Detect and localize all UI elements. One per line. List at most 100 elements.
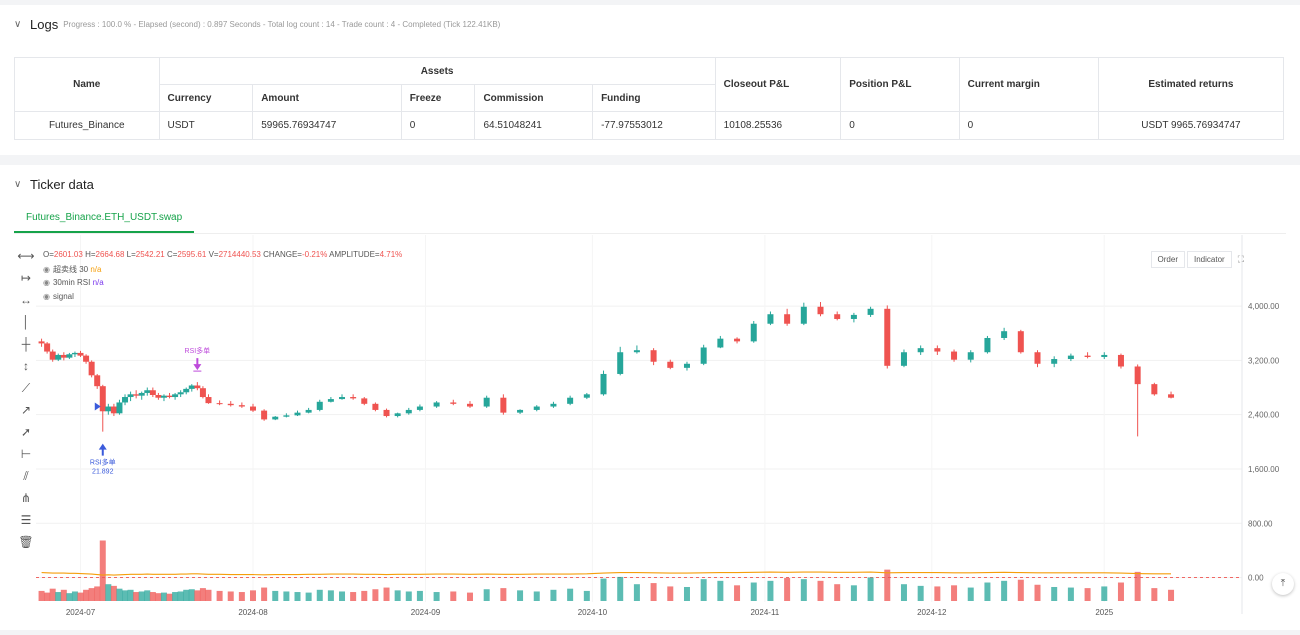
legend-signal[interactable]: ◉ signal — [43, 292, 74, 301]
candle-body — [122, 397, 129, 403]
volume-bar — [249, 590, 256, 601]
volume-bar — [38, 590, 45, 601]
candle-body — [834, 314, 841, 319]
candle-body — [483, 397, 490, 407]
volume-bar — [1034, 584, 1041, 601]
price-range-icon[interactable]: ⊢ — [20, 447, 32, 461]
trash-icon[interactable]: 🗑 — [18, 535, 34, 549]
volume-bar — [683, 586, 690, 601]
ticker-title: Ticker data — [30, 177, 94, 192]
volume-bar — [800, 579, 807, 601]
candle-body — [867, 308, 874, 315]
order-button[interactable]: Order — [1150, 251, 1185, 268]
ohlc-readout: O=2601.03 H=2664.68 L=2542.21 C=2595.61 … — [43, 250, 402, 259]
candle-body — [188, 385, 195, 389]
v-label: V= — [208, 250, 219, 259]
ticker-header[interactable]: ∨ Ticker data — [14, 177, 94, 192]
candle-body — [1001, 331, 1008, 338]
horizontal-line-icon[interactable]: ⟷ — [17, 249, 35, 263]
candle-body — [550, 403, 557, 407]
candle-body — [339, 397, 346, 400]
buy-arrow-icon — [98, 443, 107, 456]
volume-bar — [99, 540, 106, 601]
candle-body — [71, 352, 78, 355]
o-label: O= — [43, 250, 54, 259]
candle-body — [55, 354, 62, 360]
volume-bar — [700, 579, 707, 601]
volume-bar — [350, 592, 357, 601]
candle-body — [238, 405, 245, 407]
candle-body — [1151, 384, 1158, 395]
candle-body — [951, 351, 958, 360]
x-tick-label: 2024-12 — [917, 608, 947, 617]
volume-bar — [227, 591, 234, 601]
candle-body — [183, 388, 190, 393]
candle-body — [116, 402, 123, 414]
candle-body — [283, 415, 290, 417]
volume-bar — [216, 590, 223, 601]
candle-body — [155, 394, 162, 398]
eye-icon[interactable]: ◉ — [43, 265, 50, 274]
col-freeze: Freeze — [400, 84, 476, 112]
volume-bar — [1084, 588, 1091, 601]
eye-icon[interactable]: ◉ — [43, 292, 50, 301]
pitchfork-icon[interactable]: ⋔ — [20, 491, 32, 505]
volume-bar — [667, 586, 674, 601]
candle-body — [305, 409, 312, 413]
c-label: C= — [166, 250, 178, 259]
ray-icon[interactable]: ↗ — [20, 403, 32, 417]
candle-body — [166, 395, 173, 398]
candle-body — [1134, 366, 1141, 385]
price-line-icon[interactable]: ┼ — [21, 337, 31, 351]
candle-body — [1117, 354, 1124, 367]
cell-funding: -77.97553012 — [592, 111, 716, 140]
candle-body — [1051, 359, 1058, 364]
candle-body — [466, 403, 473, 407]
candle-body — [517, 409, 524, 413]
vertical-line-icon[interactable]: │ — [22, 315, 30, 329]
tab-eth-usdt-swap[interactable]: Futures_Binance.ETH_USDT.swap — [14, 205, 195, 233]
chevron-down-icon[interactable]: ∨ — [14, 179, 22, 190]
candle-body — [800, 306, 807, 324]
indicator-button[interactable]: Indicator — [1187, 251, 1232, 268]
candle-body — [884, 308, 891, 366]
scroll-top-button[interactable]: ⤒ — [1272, 573, 1294, 595]
candle-body — [194, 385, 201, 389]
volume-bar — [650, 583, 657, 601]
extended-line-icon[interactable]: ↔ — [20, 293, 32, 307]
chevron-down-icon[interactable]: ∨ — [14, 19, 22, 30]
volume-bar — [194, 590, 201, 601]
col-amount: Amount — [252, 84, 402, 112]
parallel-channel-icon[interactable]: ⫽ — [23, 469, 29, 483]
legend-oversold[interactable]: ◉ 超卖线 30 n/a — [43, 264, 101, 275]
eye-icon[interactable]: ◉ — [43, 278, 50, 287]
candle-body — [967, 352, 974, 360]
trend-line-icon[interactable]: ⟋ — [21, 381, 31, 395]
candle-body — [394, 413, 401, 417]
volume-bar — [55, 592, 62, 601]
expand-icon[interactable]: ⛶ — [1237, 254, 1244, 264]
candle-body — [205, 397, 212, 404]
col-name: Name — [14, 57, 160, 112]
volume-bar — [734, 585, 741, 601]
candle-body — [38, 341, 45, 344]
candle-body — [383, 409, 390, 417]
volume-bar — [372, 589, 379, 601]
horizontal-ray-icon[interactable]: ↦ — [20, 271, 32, 285]
candlestick-chart[interactable]: 0.00 800.00 1,600.00 2,400.00 3,200.00 4,000.… — [0, 165, 1300, 630]
volume-bar — [60, 589, 67, 601]
candle-body — [127, 394, 134, 398]
volume-bar — [94, 586, 101, 601]
candle-body — [817, 306, 824, 315]
l-label: L= — [126, 250, 136, 259]
legend-rsi[interactable]: ◉ 30min RSI n/a — [43, 278, 104, 287]
vertical-range-icon[interactable]: ↕ — [23, 359, 29, 373]
volume-bar — [199, 588, 206, 601]
fib-retracement-icon[interactable]: ☰ — [20, 513, 32, 527]
candle-body — [633, 350, 640, 353]
col-position: Position P&L — [840, 57, 960, 112]
candle-body — [66, 354, 73, 358]
logs-header[interactable]: ∨ Logs Progress : 100.0 % - Elapsed (sec… — [14, 17, 500, 32]
arrow-line-icon[interactable]: ➚ — [20, 425, 32, 439]
candle-body — [405, 409, 412, 414]
